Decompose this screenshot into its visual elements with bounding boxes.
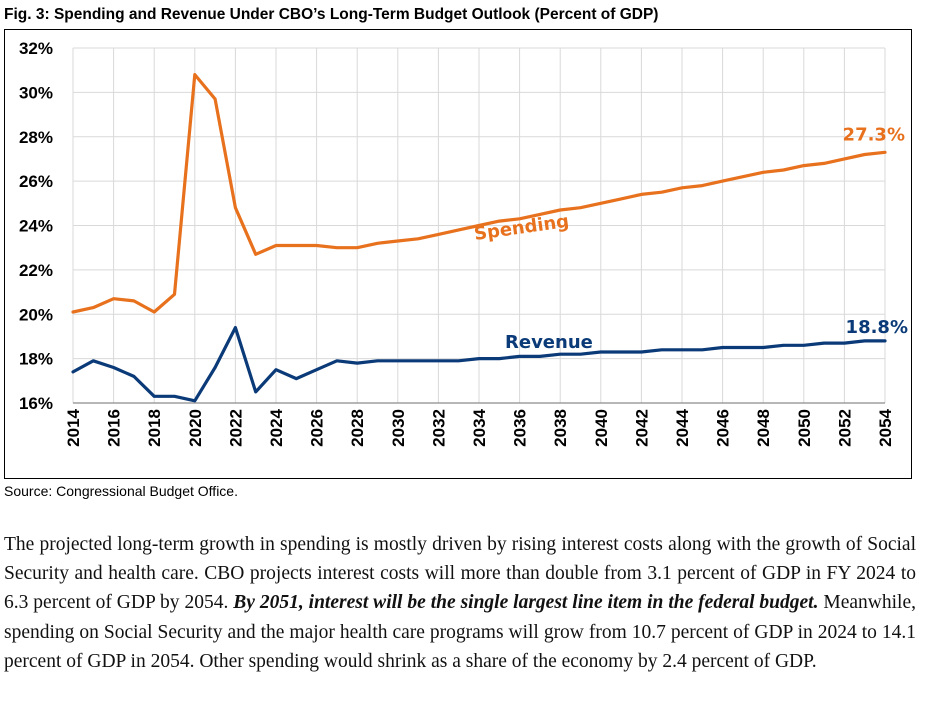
x-tick-label: 2032 [429, 409, 448, 447]
line-chart: 16% 18% 20% 22% 24% 26% 28% 30% 32% 2014 2016 2018 2… [19, 39, 908, 447]
x-tick-label: 2052 [835, 409, 854, 447]
x-tick-label: 2026 [308, 409, 327, 447]
x-tick-label: 2014 [64, 408, 83, 446]
y-tick-label: 20% [19, 305, 53, 324]
body-text-end: Meanwhile, spending on Social Security a… [4, 592, 916, 672]
chart-frame: 16% 18% 20% 22% 24% 26% 28% 30% 32% 2014 2016 2018 2… [4, 29, 912, 479]
y-tick-label: 26% [19, 172, 53, 191]
x-tick-label: 2028 [348, 409, 367, 447]
y-tick-label: 22% [19, 261, 53, 280]
x-tick-label: 2054 [876, 408, 895, 446]
x-tick-label: 2042 [632, 409, 651, 447]
y-tick-label: 16% [19, 394, 53, 413]
y-tick-label: 32% [19, 39, 53, 58]
x-tick-label: 2018 [145, 409, 164, 447]
x-tick-label: 2022 [226, 409, 245, 447]
x-tick-label: 2030 [389, 409, 408, 447]
y-tick-label: 28% [19, 128, 53, 147]
x-tick-label: 2034 [470, 408, 489, 446]
body-text-bold: By 2051, interest will be the single lar… [233, 592, 819, 614]
x-tick-label: 2016 [105, 409, 124, 447]
series-line-revenue [71, 326, 887, 403]
x-tick-label: 2040 [592, 409, 611, 447]
body-text-start: The projected long-term growth in spendi… [4, 534, 916, 614]
x-tick-label: 2044 [673, 408, 692, 446]
x-tick-label: 2036 [511, 409, 530, 447]
x-tick-label: 2024 [267, 408, 286, 446]
x-tick-label: 2046 [714, 409, 733, 447]
series-label-spending: Spending [473, 211, 571, 245]
end-label-revenue: 18.8% [846, 317, 908, 338]
x-tick-label: 2050 [795, 409, 814, 447]
series-line-spending [71, 72, 887, 314]
y-tick-label: 30% [19, 83, 53, 102]
x-tick-label: 2048 [754, 409, 773, 447]
figure-title: Fig. 3: Spending and Revenue Under CBO’s… [4, 6, 659, 23]
x-tick-label: 2020 [186, 409, 205, 447]
series-label-revenue: Revenue [505, 332, 593, 353]
y-tick-label: 18% [19, 350, 53, 369]
y-tick-label: 24% [19, 217, 53, 236]
figure-source: Source: Congressional Budget Office. [4, 483, 238, 499]
x-tick-label: 2038 [551, 409, 570, 447]
end-label-spending: 27.3% [843, 124, 905, 145]
body-paragraph: The projected long-term growth in spendi… [4, 530, 916, 676]
